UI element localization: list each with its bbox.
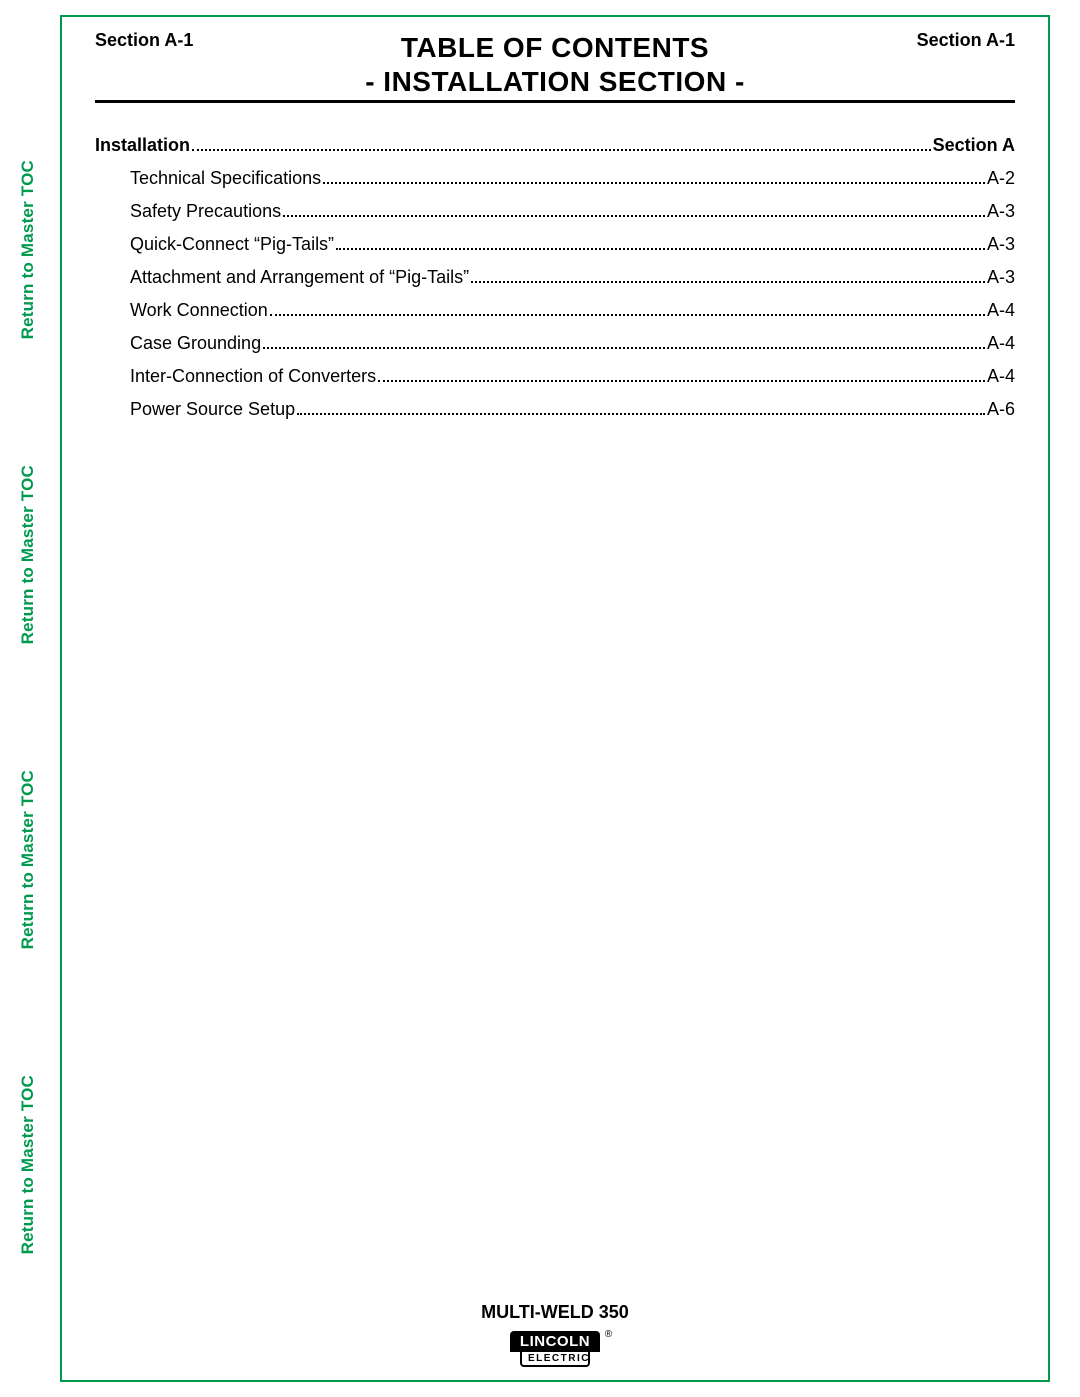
toc-heading-page: Section A (933, 135, 1015, 156)
logo-brand-bottom: ELECTRIC (520, 1352, 590, 1367)
toc-dots (323, 182, 985, 184)
toc-item-label: Technical Specifications (130, 168, 321, 189)
toc-item-row[interactable]: Attachment and Arrangement of “Pig-Tails… (95, 267, 1015, 288)
lincoln-electric-logo: LINCOLN ® ELECTRIC (510, 1331, 600, 1367)
return-master-toc-link[interactable]: Return to Master TOC (18, 770, 38, 949)
toc-item-label: Attachment and Arrangement of “Pig-Tails… (130, 267, 469, 288)
toc-item-row[interactable]: Work Connection A-4 (95, 300, 1015, 321)
toc-item-label: Power Source Setup (130, 399, 295, 420)
toc-item-page: A-3 (987, 201, 1015, 222)
return-master-toc-link[interactable]: Return to Master TOC (18, 465, 38, 644)
registered-icon: ® (605, 1329, 612, 1340)
toc-dots (283, 215, 985, 217)
title-rule (95, 100, 1015, 103)
toc-heading-label: Installation (95, 135, 190, 156)
return-master-toc-link[interactable]: Return to Master TOC (18, 160, 38, 339)
toc-item-row[interactable]: Quick-Connect “Pig-Tails” A-3 (95, 234, 1015, 255)
toc-item-label: Work Connection (130, 300, 268, 321)
toc-item-page: A-3 (987, 234, 1015, 255)
return-master-toc-link[interactable]: Return to Master TOC (18, 1075, 38, 1254)
toc-item-page: A-4 (987, 333, 1015, 354)
page-title-line2: - INSTALLATION SECTION - (95, 66, 1015, 98)
page-title-line1: TABLE OF CONTENTS (95, 32, 1015, 64)
toc-item-row[interactable]: Power Source Setup A-6 (95, 399, 1015, 420)
toc-item-page: A-2 (987, 168, 1015, 189)
toc-dots (297, 413, 985, 415)
toc-heading-row[interactable]: Installation Section A (95, 135, 1015, 156)
toc-item-label: Quick-Connect “Pig-Tails” (130, 234, 334, 255)
toc-dots (336, 248, 985, 250)
toc-dots (471, 281, 985, 283)
toc-item-row[interactable]: Case Grounding A-4 (95, 333, 1015, 354)
toc-item-label: Safety Precautions (130, 201, 281, 222)
toc-item-page: A-3 (987, 267, 1015, 288)
footer-model: MULTI-WELD 350 (60, 1302, 1050, 1323)
toc-item-label: Inter-Connection of Converters (130, 366, 376, 387)
toc-item-page: A-6 (987, 399, 1015, 420)
toc-dots (263, 347, 985, 349)
title-block: TABLE OF CONTENTS - INSTALLATION SECTION… (95, 32, 1015, 98)
toc-item-label: Case Grounding (130, 333, 261, 354)
toc-dots (192, 149, 931, 151)
toc-item-row[interactable]: Technical Specifications A-2 (95, 168, 1015, 189)
toc-item-page: A-4 (987, 300, 1015, 321)
toc-dots (378, 380, 985, 382)
page-footer: MULTI-WELD 350 LINCOLN ® ELECTRIC (60, 1302, 1050, 1367)
toc-item-row[interactable]: Safety Precautions A-3 (95, 201, 1015, 222)
logo-brand-top: LINCOLN (510, 1331, 600, 1352)
toc-item-row[interactable]: Inter-Connection of Converters A-4 (95, 366, 1015, 387)
toc-item-page: A-4 (987, 366, 1015, 387)
toc-dots (270, 314, 985, 316)
toc-container: Installation Section A Technical Specifi… (95, 135, 1015, 432)
